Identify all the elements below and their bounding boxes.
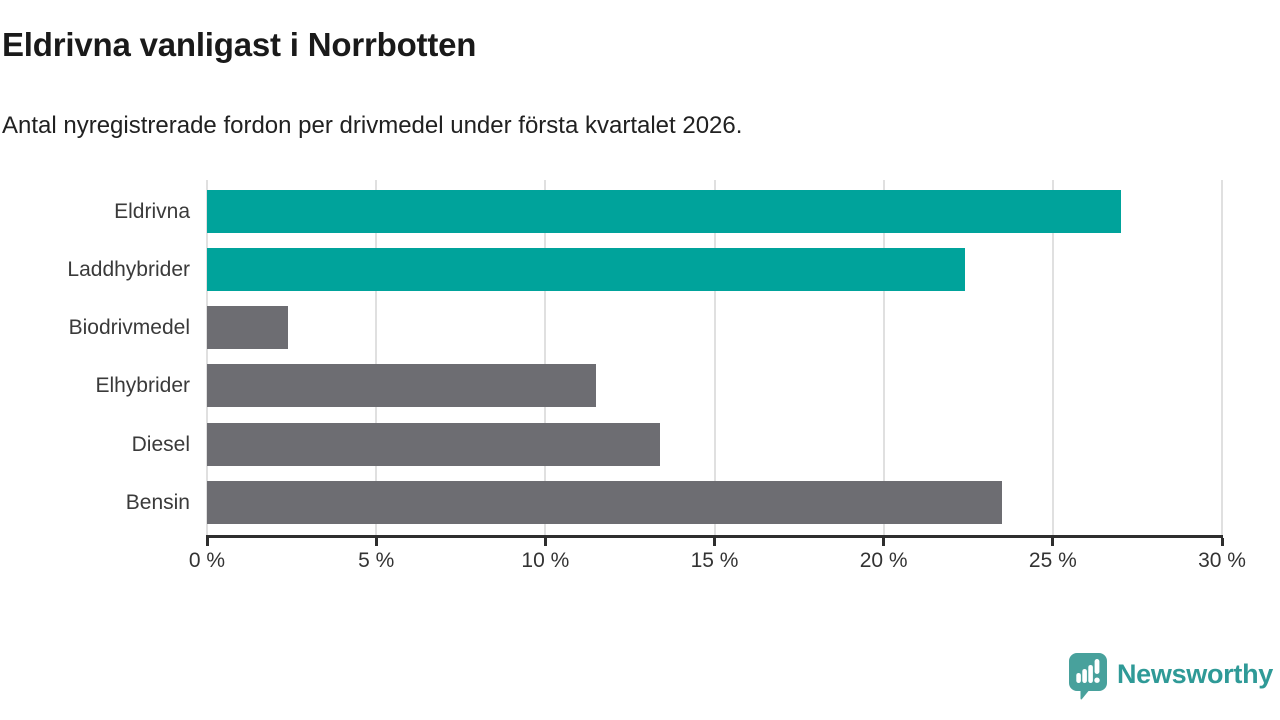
gridline: [1221, 180, 1223, 535]
category-label: Biodrivmedel: [68, 316, 190, 340]
category-label: Elhybrider: [95, 374, 190, 398]
x-axis-tick-label: 25 %: [1028, 549, 1077, 572]
bar-chart-plot: 0 % 5 % 10 % 15 % 20 % 25 % 30 %: [189, 180, 1246, 572]
x-axis-tick: [882, 538, 886, 546]
x-axis-tick-label: 5 %: [358, 549, 395, 572]
bar-chart-glyph: [1076, 659, 1100, 683]
x-axis-tick-label: 30 %: [1198, 549, 1246, 572]
x-axis-tick-label: 20 %: [859, 549, 908, 572]
gridline: [882, 180, 885, 535]
category-label: Bensin: [125, 491, 190, 514]
bar-diesel: [207, 422, 661, 466]
x-axis-tick: [543, 538, 547, 546]
newsworthy-logo: Newsworthy: [1068, 652, 1273, 700]
bar-eldrivna: [207, 189, 1121, 233]
x-axis-tick: [205, 538, 209, 546]
category-labels: Eldrivna Laddhybrider Biodrivmedel Elhybrid…: [0, 180, 190, 537]
x-axis-tick-label: 10 %: [521, 549, 570, 572]
category-label: Eldrivna: [114, 199, 190, 223]
gridline: [375, 180, 378, 535]
bar-bensin: [207, 481, 1003, 524]
newsworthy-wordmark: Newsworthy: [1116, 659, 1273, 689]
x-axis-line: [206, 535, 1223, 538]
x-axis-tick-label: 15 %: [690, 549, 739, 572]
bar-elhybrider: [207, 364, 597, 408]
x-axis-tick: [1051, 538, 1055, 546]
chart-title: Eldrivna vanligast i Norrbotten: [2, 26, 477, 63]
gridline: [713, 180, 716, 535]
x-axis-tick: [713, 538, 716, 546]
bar-laddhybrider: [207, 247, 965, 291]
gridline: [544, 180, 547, 535]
x-axis-tick: [1220, 538, 1224, 546]
x-axis-tick: [374, 538, 378, 546]
chart-subtitle: Antal nyregistrerade fordon per drivmede…: [2, 112, 743, 139]
newsworthy-chart-bubble-icon: [1068, 653, 1107, 700]
bar-biodrivmedel: [207, 306, 289, 350]
x-axis-tick-label: 0 %: [188, 549, 226, 572]
gridline: [206, 180, 208, 535]
category-label: Laddhybrider: [67, 257, 190, 281]
category-label: Diesel: [131, 432, 190, 456]
gridline: [1051, 180, 1054, 535]
